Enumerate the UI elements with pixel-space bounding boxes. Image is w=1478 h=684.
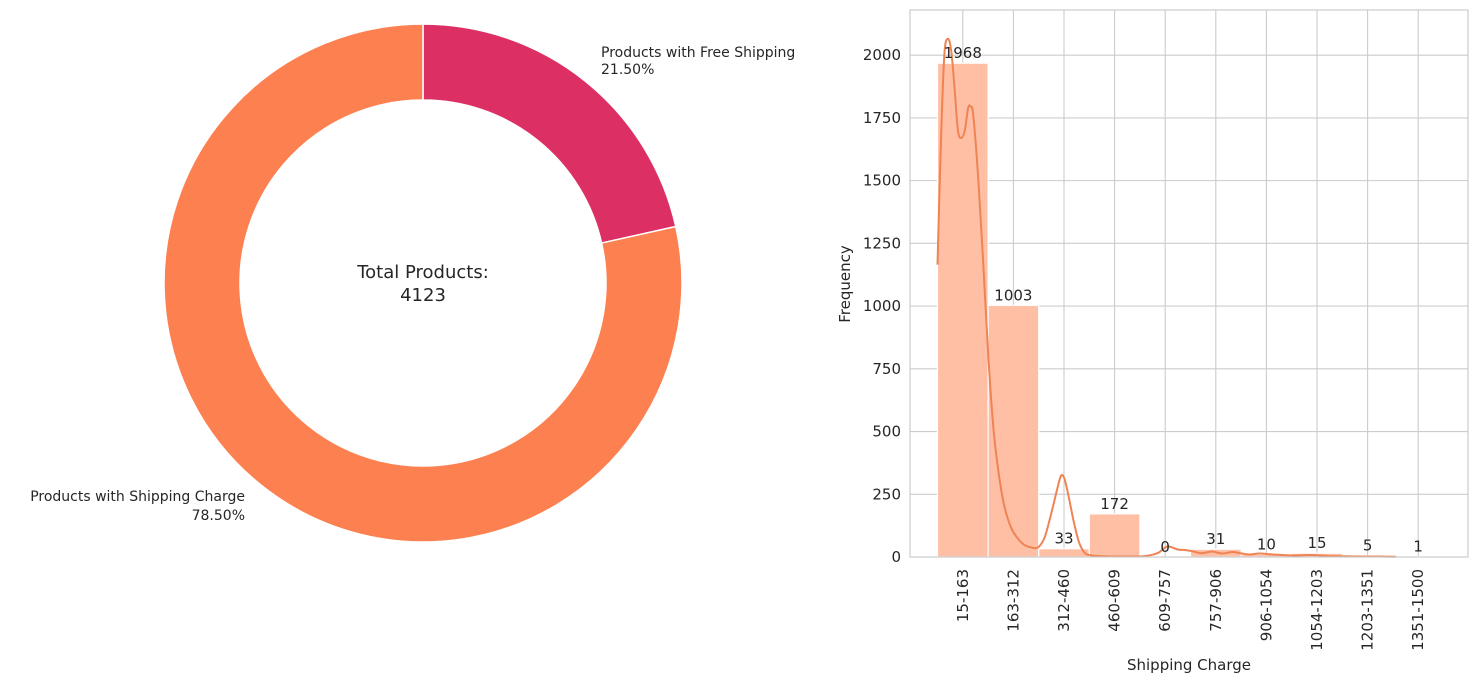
bar-data-labels: 1968 1003 33 172 0 31 10 15 5 1 <box>944 44 1423 556</box>
x-tick-label: 1351-1500 <box>1409 569 1427 651</box>
bar-data-label: 33 <box>1054 530 1073 548</box>
x-tick-label: 609-757 <box>1156 569 1174 632</box>
x-tick-label: 1203-1351 <box>1359 569 1377 651</box>
y-tick-label: 1750 <box>863 109 901 127</box>
pie-label-shipping-charge: Products with Shipping Charge <box>30 489 245 505</box>
y-tick-label: 2000 <box>863 46 901 64</box>
pie-percent-shipping-charge: 78.50% <box>192 508 245 524</box>
pie-percent-free-shipping: 21.50% <box>601 62 654 78</box>
donut-center-total-value: 4123 <box>400 285 446 306</box>
bar-data-label: 31 <box>1206 530 1225 548</box>
bar-data-label: 15 <box>1307 534 1326 552</box>
y-tick-label: 1000 <box>863 297 901 315</box>
donut-center-total-label: Total Products: <box>356 262 489 283</box>
x-tick-label: 15-163 <box>954 569 972 622</box>
x-axis-label: Shipping Charge <box>1127 656 1251 674</box>
bar-data-label: 1 <box>1413 538 1423 556</box>
x-tick-label: 1054-1203 <box>1308 569 1326 651</box>
y-tick-label: 500 <box>872 423 901 441</box>
pie-slice-shipping-charge <box>163 23 683 543</box>
x-tick-label: 460-609 <box>1106 569 1124 632</box>
y-tick-labels: 0 250 500 750 1000 1250 1500 1750 2000 <box>863 46 901 566</box>
x-tick-label: 906-1054 <box>1257 569 1275 641</box>
x-tick-label: 163-312 <box>1004 569 1022 632</box>
y-tick-label: 1250 <box>863 234 901 252</box>
donut-chart: Total Products: 4123 Products with Free … <box>30 23 795 543</box>
histogram-chart: 1968 1003 33 172 0 31 10 15 5 1 0 250 500 750 1000 125… <box>836 9 1469 674</box>
y-tick-label: 1500 <box>863 172 901 190</box>
bar-data-label: 1003 <box>994 286 1032 304</box>
plot-frame <box>909 9 1469 558</box>
y-axis-label: Frequency <box>836 245 854 323</box>
x-tick-label: 757-906 <box>1207 569 1225 632</box>
y-tick-label: 0 <box>891 548 901 566</box>
histogram-bar <box>1088 513 1141 558</box>
x-tick-labels: 15-163 163-312 312-460 460-609 609-757 757-90… <box>954 569 1427 651</box>
y-tick-label: 250 <box>872 485 901 503</box>
bar-data-label: 5 <box>1363 537 1373 555</box>
histogram-bar <box>987 304 1040 558</box>
bar-data-label: 172 <box>1100 495 1129 513</box>
y-tick-label: 750 <box>872 360 901 378</box>
bar-data-label: 1968 <box>944 44 982 62</box>
bar-data-label: 0 <box>1160 538 1170 556</box>
kde-curve <box>936 37 1396 558</box>
pie-slice-free-shipping <box>422 23 677 244</box>
pie-label-free-shipping: Products with Free Shipping <box>601 45 795 61</box>
x-tick-label: 312-460 <box>1055 569 1073 632</box>
bar-data-label: 10 <box>1257 535 1276 553</box>
